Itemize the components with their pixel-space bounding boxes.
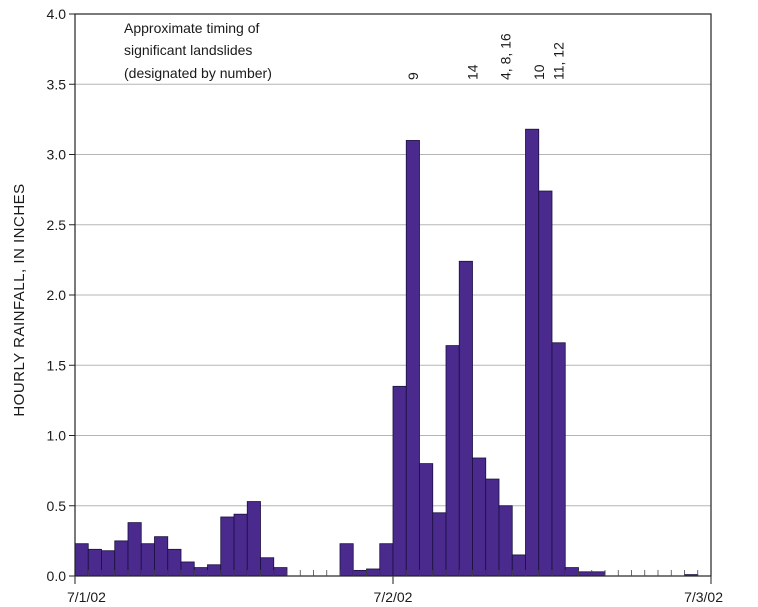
annotation-title-line-3: (designated by number) [124,65,272,81]
bar [352,569,367,577]
y-axis-label: HOURLY RAINFALL, IN INCHES [11,183,28,416]
bar [525,128,540,577]
bar [498,505,513,577]
landslide-label: 10 [531,64,547,80]
landslide-label: 4, 8, 16 [498,33,514,80]
bar [260,557,275,577]
bar [246,501,261,577]
bar [180,561,195,577]
bar [233,513,248,577]
landslide-annotations: Approximate timing of significant landsl… [124,20,567,81]
annotation-title-line-2: significant landslides [124,42,252,58]
bar [167,548,182,577]
bar [405,140,420,577]
landslide-label: 14 [465,64,481,80]
bar [485,478,500,577]
bar [511,554,526,577]
bar [591,571,606,577]
bar [472,457,487,577]
bar [419,463,434,577]
y-tick-label: 4.0 [47,6,67,22]
bar [445,345,460,577]
y-tick-label: 3.5 [47,76,67,92]
bar [538,190,553,577]
bar [220,516,235,577]
bar [564,567,579,577]
axes [69,13,712,584]
bar-series [74,128,699,577]
bar [379,543,394,577]
y-tick-label: 2.5 [47,217,67,233]
bar [339,543,354,577]
x-tick-label: 7/3/02 [684,589,723,605]
bar [551,342,566,577]
x-tick-labels: 7/1/02 7/2/02 7/3/02 [67,589,723,605]
bar [273,567,288,577]
y-tick-label: 1.0 [47,428,67,444]
y-tick-label: 0.0 [47,568,67,584]
bar [366,568,381,577]
y-tick-labels: 0.0 0.5 1.0 1.5 2.0 2.5 3.0 3.5 4.0 [47,6,67,584]
bar [458,260,473,577]
y-tick-label: 2.0 [47,287,67,303]
annotation-title-line-1: Approximate timing of [124,20,260,36]
x-tick-label: 7/1/02 [67,589,106,605]
bar [114,540,129,577]
y-tick-label: 0.5 [47,498,67,514]
bar [154,536,169,577]
y-tick-label: 3.0 [47,147,67,163]
bar [127,522,142,577]
bar [392,385,407,577]
landslide-label: 11, 12 [551,42,567,80]
bar [74,543,89,577]
bar [207,564,222,577]
bar [87,548,102,577]
bar [193,567,208,577]
bar [432,512,447,577]
bar [101,550,116,577]
bar [140,543,155,577]
bar [578,571,593,577]
grid-lines [75,83,711,507]
landslide-label: 9 [405,72,421,80]
x-tick-label: 7/2/02 [374,589,413,605]
y-tick-label: 1.5 [47,357,67,373]
